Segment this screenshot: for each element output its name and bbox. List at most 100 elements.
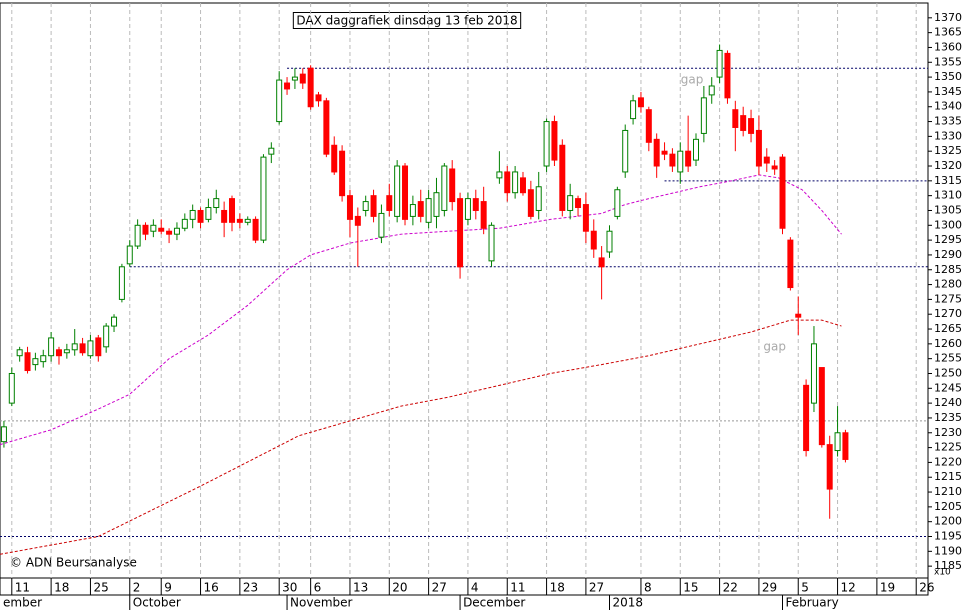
y-tick-label: 1245 (934, 381, 962, 394)
candle-body (79, 343, 86, 354)
candle-body (173, 227, 180, 235)
y-tick-label: 1320 (934, 159, 962, 172)
x-tick-label: 2 (133, 581, 141, 595)
candle-body (740, 115, 747, 131)
candle-body (834, 432, 841, 452)
y-tick-label: 1325 (934, 144, 962, 157)
candle-body (653, 138, 660, 167)
x-tick-label: 23 (243, 581, 258, 595)
x-tick-label: 18 (54, 581, 69, 595)
y-tick-label: 1350 (934, 70, 962, 83)
x-tick-label: 27 (432, 581, 447, 595)
candle-body (677, 150, 684, 173)
y-tick-label: 1360 (934, 40, 962, 53)
date-row (0, 577, 929, 596)
candle-body (63, 349, 70, 354)
candle-body (425, 198, 432, 223)
candle-body (284, 82, 291, 90)
y-tick-label: 1315 (934, 174, 962, 187)
y-tick-label: 1340 (934, 100, 962, 113)
y-tick-label: 1225 (934, 441, 962, 454)
month-label: December (463, 596, 525, 610)
candle-body (645, 109, 652, 143)
candle-body (32, 358, 39, 366)
y-tick-label: 1295 (934, 233, 962, 246)
candle-body (535, 186, 542, 211)
y-tick-label: 1335 (934, 115, 962, 128)
candle-body (181, 218, 188, 229)
candle-body (55, 349, 62, 357)
candle-body (661, 150, 668, 155)
candle-body (276, 79, 283, 123)
candle-body (449, 168, 456, 203)
candle-body (826, 444, 833, 490)
y-tick-label: 1365 (934, 26, 962, 39)
x-tick-label: 13 (353, 581, 368, 595)
candle-body (575, 198, 582, 209)
y-tick-label: 1235 (934, 411, 962, 424)
candle-body (700, 97, 707, 134)
y-tick-label: 1220 (934, 455, 962, 468)
candle-body (268, 147, 275, 155)
candle-body (189, 209, 196, 220)
y-tick-label: 1195 (934, 530, 962, 543)
candle-body (402, 165, 409, 220)
candle-body (252, 218, 259, 241)
candle-body (166, 230, 173, 235)
y-tick-label: 1205 (934, 500, 962, 513)
y-tick-label: 1270 (934, 307, 962, 320)
candle-body (315, 94, 322, 102)
y-tick-label: 1355 (934, 55, 962, 68)
x-tick-label: 15 (683, 581, 698, 595)
candle-body (598, 257, 605, 268)
y-tick-label: 1285 (934, 263, 962, 276)
x-tick-label: 6 (314, 581, 322, 595)
candle-body (205, 207, 212, 220)
candle-body (779, 156, 786, 229)
candle-body (386, 195, 393, 211)
x-tick-label: 9 (164, 581, 172, 595)
moving-average (0, 319, 842, 555)
x-tick-label: 12 (841, 581, 856, 595)
candle-body (622, 129, 629, 173)
candle-body (669, 153, 676, 167)
candle-body (118, 266, 125, 300)
candle-body (126, 245, 133, 265)
y-tick-label: 1345 (934, 85, 962, 98)
y-tick-label: 1230 (934, 426, 962, 439)
candle-body (685, 150, 692, 167)
candle-body (630, 100, 637, 120)
source: © ADN Beursanalyse (10, 556, 137, 570)
candle-body (346, 195, 353, 220)
candle-body (378, 212, 385, 238)
candle-body (0, 426, 7, 443)
candle-body (480, 201, 487, 229)
candle-body (362, 201, 369, 211)
x-tick-label: 4 (471, 581, 479, 595)
candle-body (810, 343, 817, 404)
candle-body (551, 121, 558, 161)
candle-body (307, 67, 314, 108)
y-tick-label: 1290 (934, 248, 962, 261)
x-tick-label: 27 (589, 581, 604, 595)
chart-title: DAX daggrafiek dinsdag 13 feb 2018 (296, 14, 517, 28)
candle-body (291, 76, 298, 81)
candle-body (637, 97, 644, 108)
candle-body (158, 227, 165, 232)
x-tick-label: 25 (93, 581, 108, 595)
x-tick-label: 26 (919, 581, 934, 595)
candle-body (197, 209, 204, 223)
candle-body (16, 349, 23, 357)
x-tick-label: 30 (282, 581, 297, 595)
candle-body (590, 230, 597, 250)
x-tick-label: 19 (880, 581, 895, 595)
y-tick-label: 1200 (934, 515, 962, 528)
candle-body (842, 432, 849, 460)
annotation: gap (763, 339, 786, 353)
candle-body (71, 343, 78, 351)
y-tick-label: 1300 (934, 218, 962, 231)
candle-body (724, 52, 731, 99)
candle-body (417, 201, 424, 217)
